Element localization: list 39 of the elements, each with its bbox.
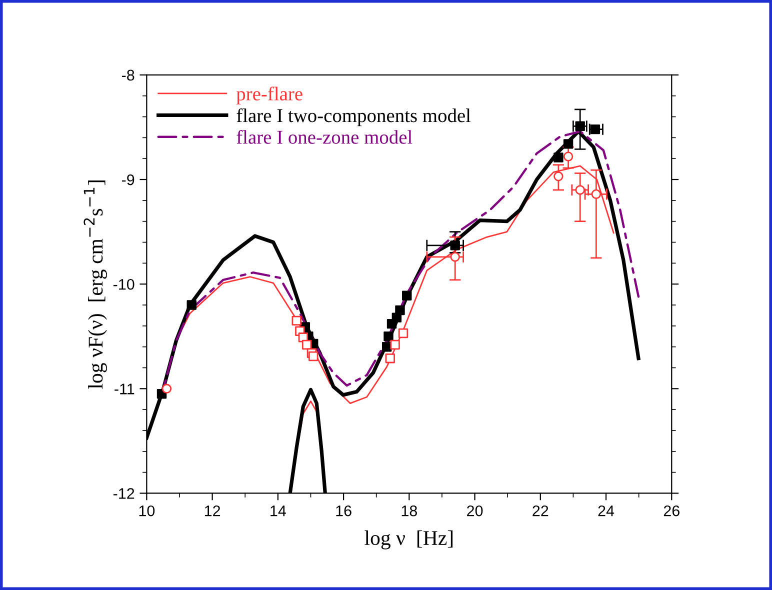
y-axis-title: log νF(ν) [erg cm$^{−2}$s$^{−1}$] — [84, 180, 107, 389]
y-tick-label: -11 — [114, 384, 134, 394]
x-tick-label: 18 — [402, 505, 417, 516]
point — [554, 172, 564, 182]
legend-label: pre-flare — [236, 86, 302, 104]
point — [292, 316, 302, 326]
point — [385, 353, 395, 364]
point — [302, 340, 312, 350]
point — [398, 328, 408, 338]
legend-label: flare I two-components model — [236, 108, 471, 126]
x-tick-label: 24 — [598, 505, 614, 516]
x-axis-title: log ν [Hz] — [364, 530, 453, 550]
x-tick-label: 12 — [204, 505, 220, 516]
point — [390, 340, 400, 350]
point — [384, 332, 394, 342]
point — [402, 290, 412, 300]
x-tick-label: 16 — [336, 505, 352, 516]
y-tick-label: -9 — [122, 174, 134, 186]
point — [591, 189, 602, 200]
point — [395, 305, 405, 316]
point — [563, 152, 574, 162]
x-tick-label: 10 — [139, 505, 155, 516]
point — [563, 139, 574, 149]
y-tick-label: -10 — [113, 278, 134, 290]
point — [308, 351, 318, 362]
point — [554, 152, 564, 162]
point — [186, 300, 196, 310]
point — [450, 240, 460, 250]
y-tick-label: -8 — [122, 70, 134, 81]
legend-label: flare I one-zone model — [236, 130, 412, 144]
x-tick-label: 22 — [532, 505, 548, 516]
x-tick-label: 14 — [270, 506, 286, 516]
y-tick-label: -12 — [113, 488, 134, 499]
point — [575, 121, 585, 132]
point — [575, 185, 585, 195]
point — [590, 124, 600, 134]
point — [162, 384, 172, 394]
x-tick-label: 20 — [467, 505, 483, 516]
x-tick-label: 26 — [664, 505, 680, 516]
